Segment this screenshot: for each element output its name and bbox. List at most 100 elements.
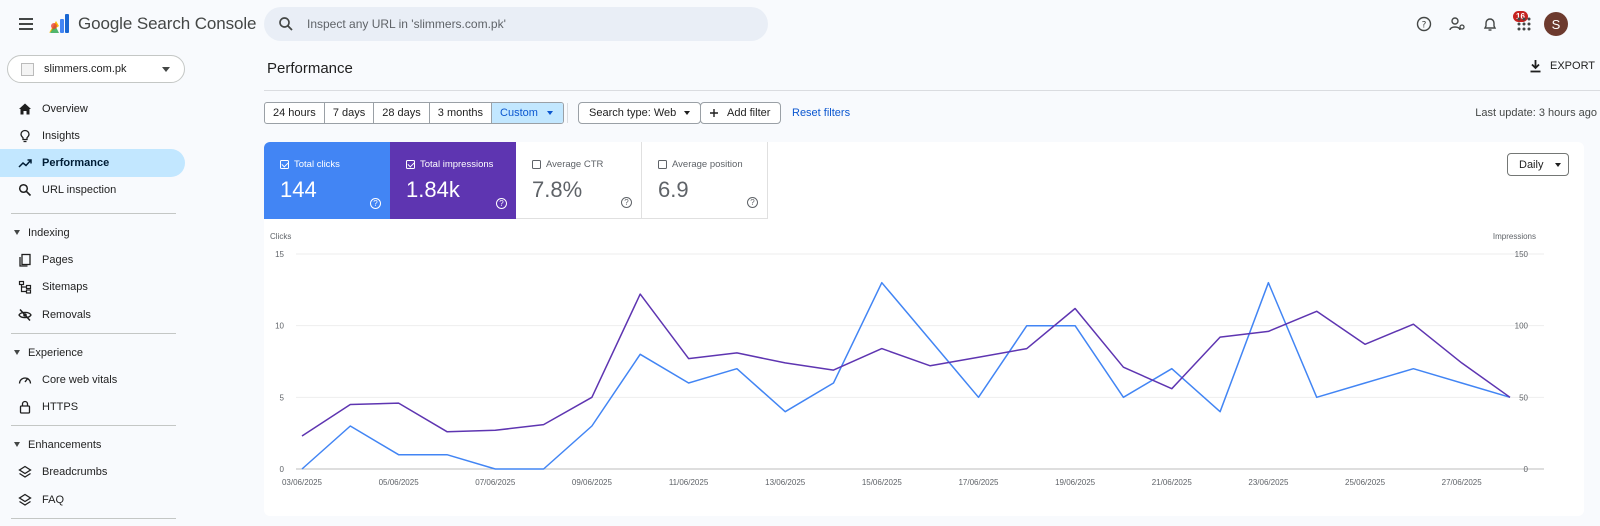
x-tick-label: 11/06/2025 [669,478,709,487]
sidebar-item-performance[interactable]: Performance [0,149,185,177]
sidebar-item-overview[interactable]: Overview [0,95,185,123]
date-range-custom[interactable]: Custom [492,103,563,123]
manage-users-icon[interactable] [1446,13,1468,35]
sidebar-item-label: Pages [42,254,74,266]
x-tick-label: 23/06/2025 [1248,478,1289,487]
sidebar-section-enhancements[interactable]: Enhancements [0,436,185,456]
y-tick-label-right: 0 [1524,465,1529,474]
x-tick-label: 15/06/2025 [862,478,903,487]
metric-average-position[interactable]: Average position 6.9 ? [642,142,768,219]
account-avatar[interactable]: S [1544,12,1568,36]
sidebar-divider [11,425,176,426]
metric-label: Average CTR [546,159,604,170]
help-icon[interactable]: ? [1413,13,1435,35]
metric-value: 7.8% [532,177,583,202]
layers-icon [18,465,32,478]
x-tick-label: 09/06/2025 [572,478,613,487]
metric-total-impressions[interactable]: Total impressions 1.84k ? [390,142,516,219]
date-range-7-days[interactable]: 7 days [325,103,375,123]
sidebar-item-label: Removals [42,309,91,321]
sidebar-item-label: HTTPS [42,401,79,413]
sidebar-item-insights[interactable]: Insights [0,122,185,150]
top-app-bar: Google Search Console ? 16 S [0,0,1600,48]
sidebar-item-label: Overview [42,103,88,115]
app-title[interactable]: Google Search Console [78,14,257,33]
sidebar-item-pages[interactable]: Pages [0,246,185,274]
checkbox-checked-icon [406,160,415,169]
y-tick-label-left: 15 [275,250,284,259]
chevron-down-icon [546,111,553,115]
date-range-custom-label: Custom [500,107,538,119]
x-tick-label: 25/06/2025 [1345,478,1386,487]
y-tick-label-right: 150 [1515,250,1529,259]
home-icon [19,103,31,115]
y-tick-label-left: 5 [280,393,285,402]
visibility-off-icon [18,308,32,322]
sidebar-item-core-web-vitals[interactable]: Core web vitals [0,366,185,394]
date-range-3-months[interactable]: 3 months [430,103,493,123]
sidebar-section-experience[interactable]: Experience [0,344,185,364]
help-icon[interactable]: ? [370,198,381,209]
apps-icon[interactable] [1513,13,1535,35]
expand-arrow-icon [14,230,20,235]
sidebar-item-breadcrumbs[interactable]: Breadcrumbs [0,458,185,486]
sidebar-divider [11,518,176,519]
pages-icon [19,253,31,267]
property-selector[interactable]: slimmers.com.pk [7,55,185,83]
help-icon[interactable]: ? [621,197,632,208]
series-line-clicks [301,281,1511,470]
sidebar-item-https[interactable]: HTTPS [0,393,185,421]
sidebar-item-url-inspection[interactable]: URL inspection [0,176,185,204]
main-menu-icon[interactable] [14,12,38,36]
date-range-24-hours[interactable]: 24 hours [265,103,325,123]
sidebar-section-indexing[interactable]: Indexing [0,224,185,244]
section-label: Enhancements [28,439,102,451]
add-filter-label: Add filter [727,107,771,119]
sidebar-item-sitemaps[interactable]: Sitemaps [0,273,185,301]
export-button[interactable]: EXPORT [1529,59,1595,73]
sidebar-item-removals[interactable]: Removals [0,301,185,329]
metric-value: 144 [280,177,317,202]
svg-text:?: ? [1422,21,1427,31]
x-tick-label: 05/06/2025 [379,478,420,487]
series-line-impressions [301,293,1511,437]
sidebar-item-label: Breadcrumbs [42,466,108,478]
date-range-28-days[interactable]: 28 days [374,103,430,123]
search-console-logo [49,14,69,33]
header-divider [264,90,1600,91]
add-filter-button[interactable]: Add filter [700,102,782,124]
sidebar-divider [11,333,176,334]
x-tick-label: 03/06/2025 [282,478,323,487]
notifications-icon[interactable] [1479,13,1501,35]
checkbox-unchecked-icon [532,160,541,169]
search-type-filter[interactable]: Search type: Web [578,102,702,124]
metric-label: Total clicks [294,159,340,170]
x-tick-label: 19/06/2025 [1055,478,1096,487]
sidebar-item-label: URL inspection [42,184,117,196]
section-label: Indexing [28,227,70,239]
search-input[interactable] [307,17,747,31]
sidebar-item-faq[interactable]: FAQ [0,486,185,514]
expand-arrow-icon [14,442,20,447]
add-icon [710,109,718,117]
url-inspection-search[interactable] [264,7,768,41]
sidebar-item-label: Core web vitals [42,374,118,386]
property-name: slimmers.com.pk [44,63,127,75]
x-tick-label: 27/06/2025 [1442,478,1483,487]
property-favicon [21,62,34,76]
x-tick-label: 07/06/2025 [475,478,516,487]
metric-total-clicks[interactable]: Total clicks 144 ? [264,142,390,219]
granularity-selector[interactable]: Daily [1507,153,1569,176]
lock-icon [19,400,31,414]
help-icon[interactable]: ? [747,197,758,208]
help-icon[interactable]: ? [496,198,507,209]
chevron-down-icon [162,67,170,72]
chevron-down-icon [1555,162,1562,167]
chevron-down-icon [684,111,691,115]
metric-average-ctr[interactable]: Average CTR 7.8% ? [516,142,642,219]
metric-value: 1.84k [406,177,460,202]
reset-filters-link[interactable]: Reset filters [792,107,851,119]
y-tick-label-left: 10 [275,322,284,331]
metric-label: Total impressions [420,159,494,170]
expand-arrow-icon [14,350,20,355]
